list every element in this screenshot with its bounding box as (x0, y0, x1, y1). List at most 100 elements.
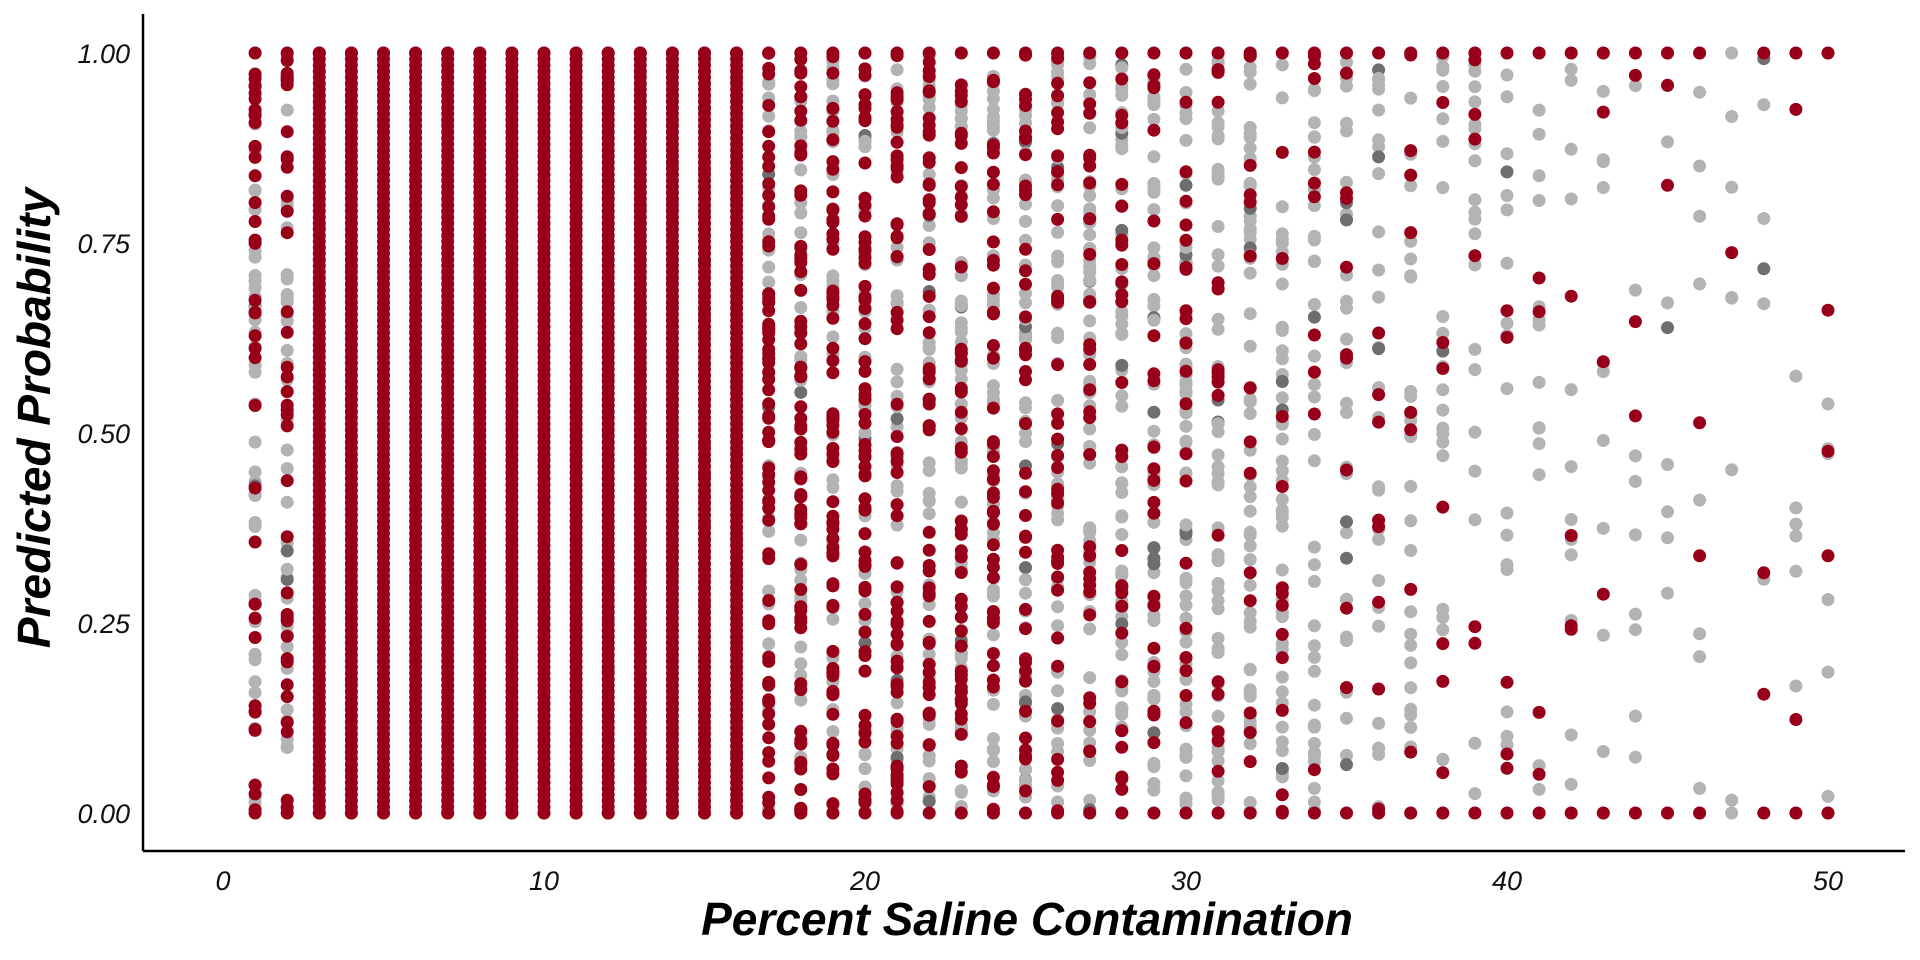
data-point (1211, 467, 1225, 481)
data-point (1532, 169, 1546, 183)
data-point (794, 533, 808, 547)
data-point (1661, 178, 1674, 192)
data-point (1243, 339, 1257, 353)
data-point (826, 354, 840, 368)
data-point (1628, 750, 1642, 764)
data-point (954, 672, 968, 686)
data-point (954, 550, 968, 564)
data-point (762, 409, 776, 423)
data-point (890, 484, 904, 498)
data-point (890, 46, 904, 60)
data-point (1404, 423, 1418, 437)
data-point (1404, 144, 1418, 158)
data-point (1179, 769, 1193, 783)
data-point (1211, 764, 1225, 778)
data-point (762, 383, 776, 397)
data-point (1628, 474, 1642, 488)
data-point (1500, 189, 1514, 202)
data-point (1211, 754, 1225, 768)
data-point (280, 292, 294, 306)
data-point (1083, 314, 1097, 328)
data-point (280, 419, 294, 433)
data-point (248, 435, 262, 449)
data-point (1147, 46, 1161, 60)
data-point (1051, 702, 1065, 716)
data-point (1243, 663, 1257, 677)
data-point (1147, 707, 1161, 721)
data-point (1275, 744, 1289, 758)
data-point (1532, 127, 1546, 141)
data-point (1468, 122, 1482, 136)
data-point (1500, 761, 1514, 775)
data-point (1372, 574, 1386, 587)
data-point (954, 95, 968, 109)
data-point (1275, 391, 1289, 405)
data-point (762, 637, 776, 651)
data-point (1211, 448, 1225, 462)
data-point (1693, 627, 1707, 641)
data-point (1661, 531, 1674, 545)
data-point (1179, 419, 1193, 433)
data-point (248, 611, 262, 625)
data-point (1179, 165, 1193, 179)
data-point (1243, 392, 1257, 406)
data-point (1468, 132, 1482, 146)
data-point (1243, 539, 1257, 553)
data-point (954, 514, 968, 528)
data-point (826, 298, 840, 312)
data-point (954, 180, 968, 193)
data-point (1596, 806, 1610, 820)
data-point (1725, 110, 1739, 123)
data-point (954, 260, 968, 274)
data-point (248, 465, 262, 479)
data-point (1083, 622, 1097, 636)
data-point (1372, 71, 1386, 85)
data-point (1821, 303, 1835, 317)
data-point (1340, 348, 1353, 362)
data-point (1019, 784, 1032, 798)
data-point (1340, 515, 1353, 529)
data-point (858, 625, 872, 639)
data-point (1179, 218, 1193, 232)
data-point (1051, 714, 1065, 728)
data-point (1179, 112, 1193, 126)
data-point (1404, 681, 1418, 695)
data-point (1179, 806, 1193, 820)
data-point (1243, 578, 1257, 592)
data-point (1340, 711, 1353, 725)
data-point (954, 806, 968, 820)
data-point (1019, 743, 1032, 757)
data-point (1243, 214, 1257, 228)
data-point (826, 748, 840, 762)
data-point (1307, 737, 1321, 750)
data-point (1115, 177, 1129, 191)
data-point (409, 46, 423, 60)
data-point (1019, 485, 1032, 499)
data-point (1468, 342, 1482, 356)
data-point (1468, 258, 1482, 272)
data-point (794, 411, 808, 425)
data-point (248, 196, 262, 210)
data-point (248, 236, 262, 250)
data-point (569, 46, 583, 60)
data-point (248, 67, 262, 81)
data-point (1372, 595, 1386, 609)
data-point (1115, 599, 1129, 613)
data-point (858, 317, 872, 331)
data-point (312, 46, 326, 60)
y-tick-label: 1.00 (77, 39, 130, 69)
data-point (1019, 586, 1032, 600)
data-point (858, 762, 872, 776)
data-point (1436, 637, 1450, 651)
data-point (1789, 564, 1803, 578)
data-point (1532, 782, 1546, 796)
data-point (248, 92, 262, 106)
data-point (1693, 85, 1707, 99)
data-point (601, 46, 615, 60)
data-point (762, 617, 776, 631)
data-point (826, 341, 840, 355)
data-point (1115, 61, 1129, 75)
data-point (1243, 490, 1257, 504)
data-point (1147, 589, 1161, 603)
data-point (858, 708, 872, 722)
